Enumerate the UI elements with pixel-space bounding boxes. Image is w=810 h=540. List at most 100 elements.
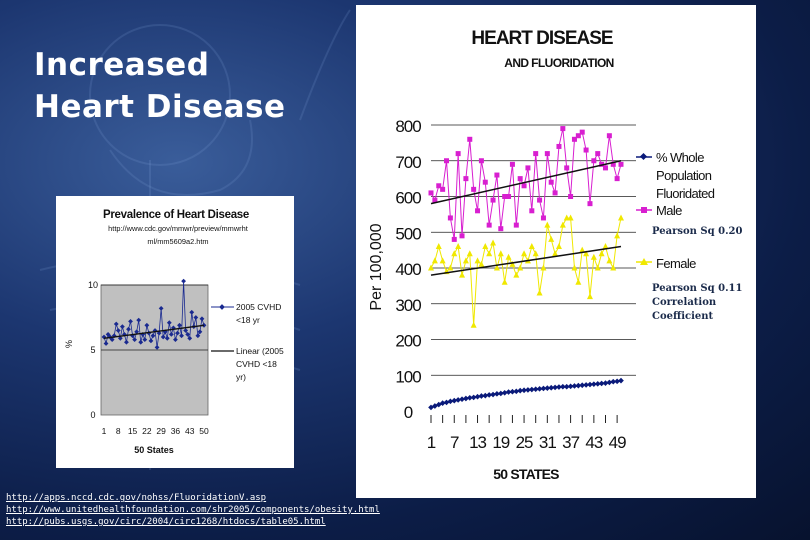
point-fluoridated: [540, 385, 547, 392]
point-female: [571, 264, 578, 271]
point-male: [521, 183, 527, 189]
source-link-1[interactable]: http://apps.nccd.cdc.gov/nohss/Fluoridat…: [6, 493, 267, 503]
point-female: [610, 264, 617, 271]
prevalence-point: [179, 333, 184, 339]
point-female: [602, 243, 609, 250]
point-fluoridated: [591, 381, 597, 388]
point-male: [432, 197, 438, 203]
point-male: [602, 165, 608, 171]
point-female: [470, 321, 477, 328]
point-female: [497, 250, 504, 257]
point-female: [493, 264, 500, 271]
point-female: [435, 243, 442, 250]
prevalence-legend-marker-series: [219, 304, 225, 310]
main-chart-ylabel: Per 100,000: [368, 223, 385, 310]
point-fluoridated: [552, 384, 558, 391]
main-chart-panel: HEART DISEASE AND FLUORIDATION Per 100,0…: [356, 5, 756, 498]
point-male: [525, 165, 531, 171]
point-female: [606, 257, 613, 264]
source-link-2[interactable]: http://www.unitedhealthfoundation.com/sh…: [6, 505, 380, 515]
main-ytick-label: 200: [395, 332, 421, 351]
point-female: [439, 257, 446, 264]
point-male: [610, 161, 616, 167]
point-male: [533, 151, 539, 157]
point-female: [462, 257, 469, 264]
prevalence-legend-linear-3: yr): [236, 372, 246, 382]
prevalence-legend-linear-1: Linear (2005: [236, 346, 284, 356]
point-female: [528, 243, 535, 250]
point-female: [447, 264, 454, 271]
prevalence-legend-series-2: <18 yr: [236, 315, 260, 325]
point-male: [513, 222, 519, 228]
trendline-male: [430, 160, 622, 205]
prevalence-point: [158, 305, 164, 311]
point-male: [502, 194, 508, 199]
point-male: [482, 179, 488, 185]
prevalence-point: [124, 339, 129, 345]
point-fluoridated: [486, 392, 492, 398]
prevalence-point: [177, 322, 182, 328]
main-ytick-label: 400: [395, 260, 421, 279]
point-female: [428, 264, 434, 271]
prevalence-point: [138, 339, 144, 345]
legend-marker-fluoridated: [639, 152, 648, 161]
series-line-male: [430, 128, 622, 240]
main-ytick-label: 0: [404, 403, 413, 422]
point-female: [532, 250, 539, 257]
point-female: [486, 250, 493, 257]
point-fluoridated: [447, 398, 454, 405]
point-fluoridated: [598, 380, 605, 387]
prevalence-point: [164, 335, 170, 341]
point-male: [564, 165, 570, 171]
point-female: [474, 257, 481, 264]
prevalence-point: [187, 335, 193, 341]
prevalence-ytick-label: 0: [90, 410, 95, 420]
prevalence-point: [150, 333, 156, 339]
point-female: [513, 271, 520, 278]
source-links: http://apps.nccd.cdc.gov/nohss/Fluoridat…: [6, 492, 380, 528]
point-fluoridated: [494, 391, 500, 397]
main-xtick-label: 7: [450, 433, 459, 452]
point-fluoridated: [521, 387, 527, 394]
prevalence-point: [126, 326, 131, 332]
prevalence-point: [144, 322, 150, 328]
slide-title-line-1: Increased: [34, 47, 210, 83]
point-fluoridated: [544, 385, 551, 391]
point-male: [498, 226, 504, 232]
main-xtick-label: 19: [492, 433, 509, 452]
main-xtick-label: 49: [609, 433, 626, 452]
legend-label-male: Male: [656, 203, 682, 218]
point-male: [459, 233, 465, 239]
point-female: [575, 278, 582, 285]
main-ytick-label: 600: [395, 189, 421, 208]
main-xtick-label: 25: [516, 433, 533, 452]
prevalence-xtick-label: 8: [116, 426, 121, 436]
point-female: [559, 221, 566, 228]
point-male: [583, 147, 589, 153]
main-ytick-label: 300: [395, 296, 421, 315]
legend-label-fluoridated-1: % Whole: [656, 150, 704, 165]
prevalence-point: [142, 337, 148, 343]
slide-title-line-2: Heart Disease: [34, 89, 286, 125]
point-male: [599, 161, 605, 167]
prevalence-ytick-label: 10: [88, 280, 98, 290]
point-fluoridated: [606, 379, 613, 386]
point-fluoridated: [501, 389, 508, 396]
point-female: [536, 289, 543, 296]
point-male: [478, 158, 484, 164]
point-fluoridated: [618, 377, 624, 384]
point-male: [444, 158, 450, 164]
prevalence-point: [189, 309, 195, 315]
point-female: [583, 250, 590, 257]
point-female: [544, 221, 551, 228]
point-female: [563, 214, 570, 221]
point-male: [471, 186, 477, 192]
point-female: [614, 232, 621, 239]
prevalence-xtick-label: 36: [171, 426, 181, 436]
legend-label-fluoridated-2: Population: [656, 168, 712, 183]
coefficient-label: Coefficient: [652, 311, 714, 322]
point-male: [548, 179, 554, 185]
source-link-3[interactable]: http://pubs.usgs.gov/circ/2004/circ1268/…: [6, 517, 326, 527]
legend-label-fluoridated-3: Fluoridated: [656, 186, 715, 201]
main-xtick-label: 31: [539, 433, 556, 452]
